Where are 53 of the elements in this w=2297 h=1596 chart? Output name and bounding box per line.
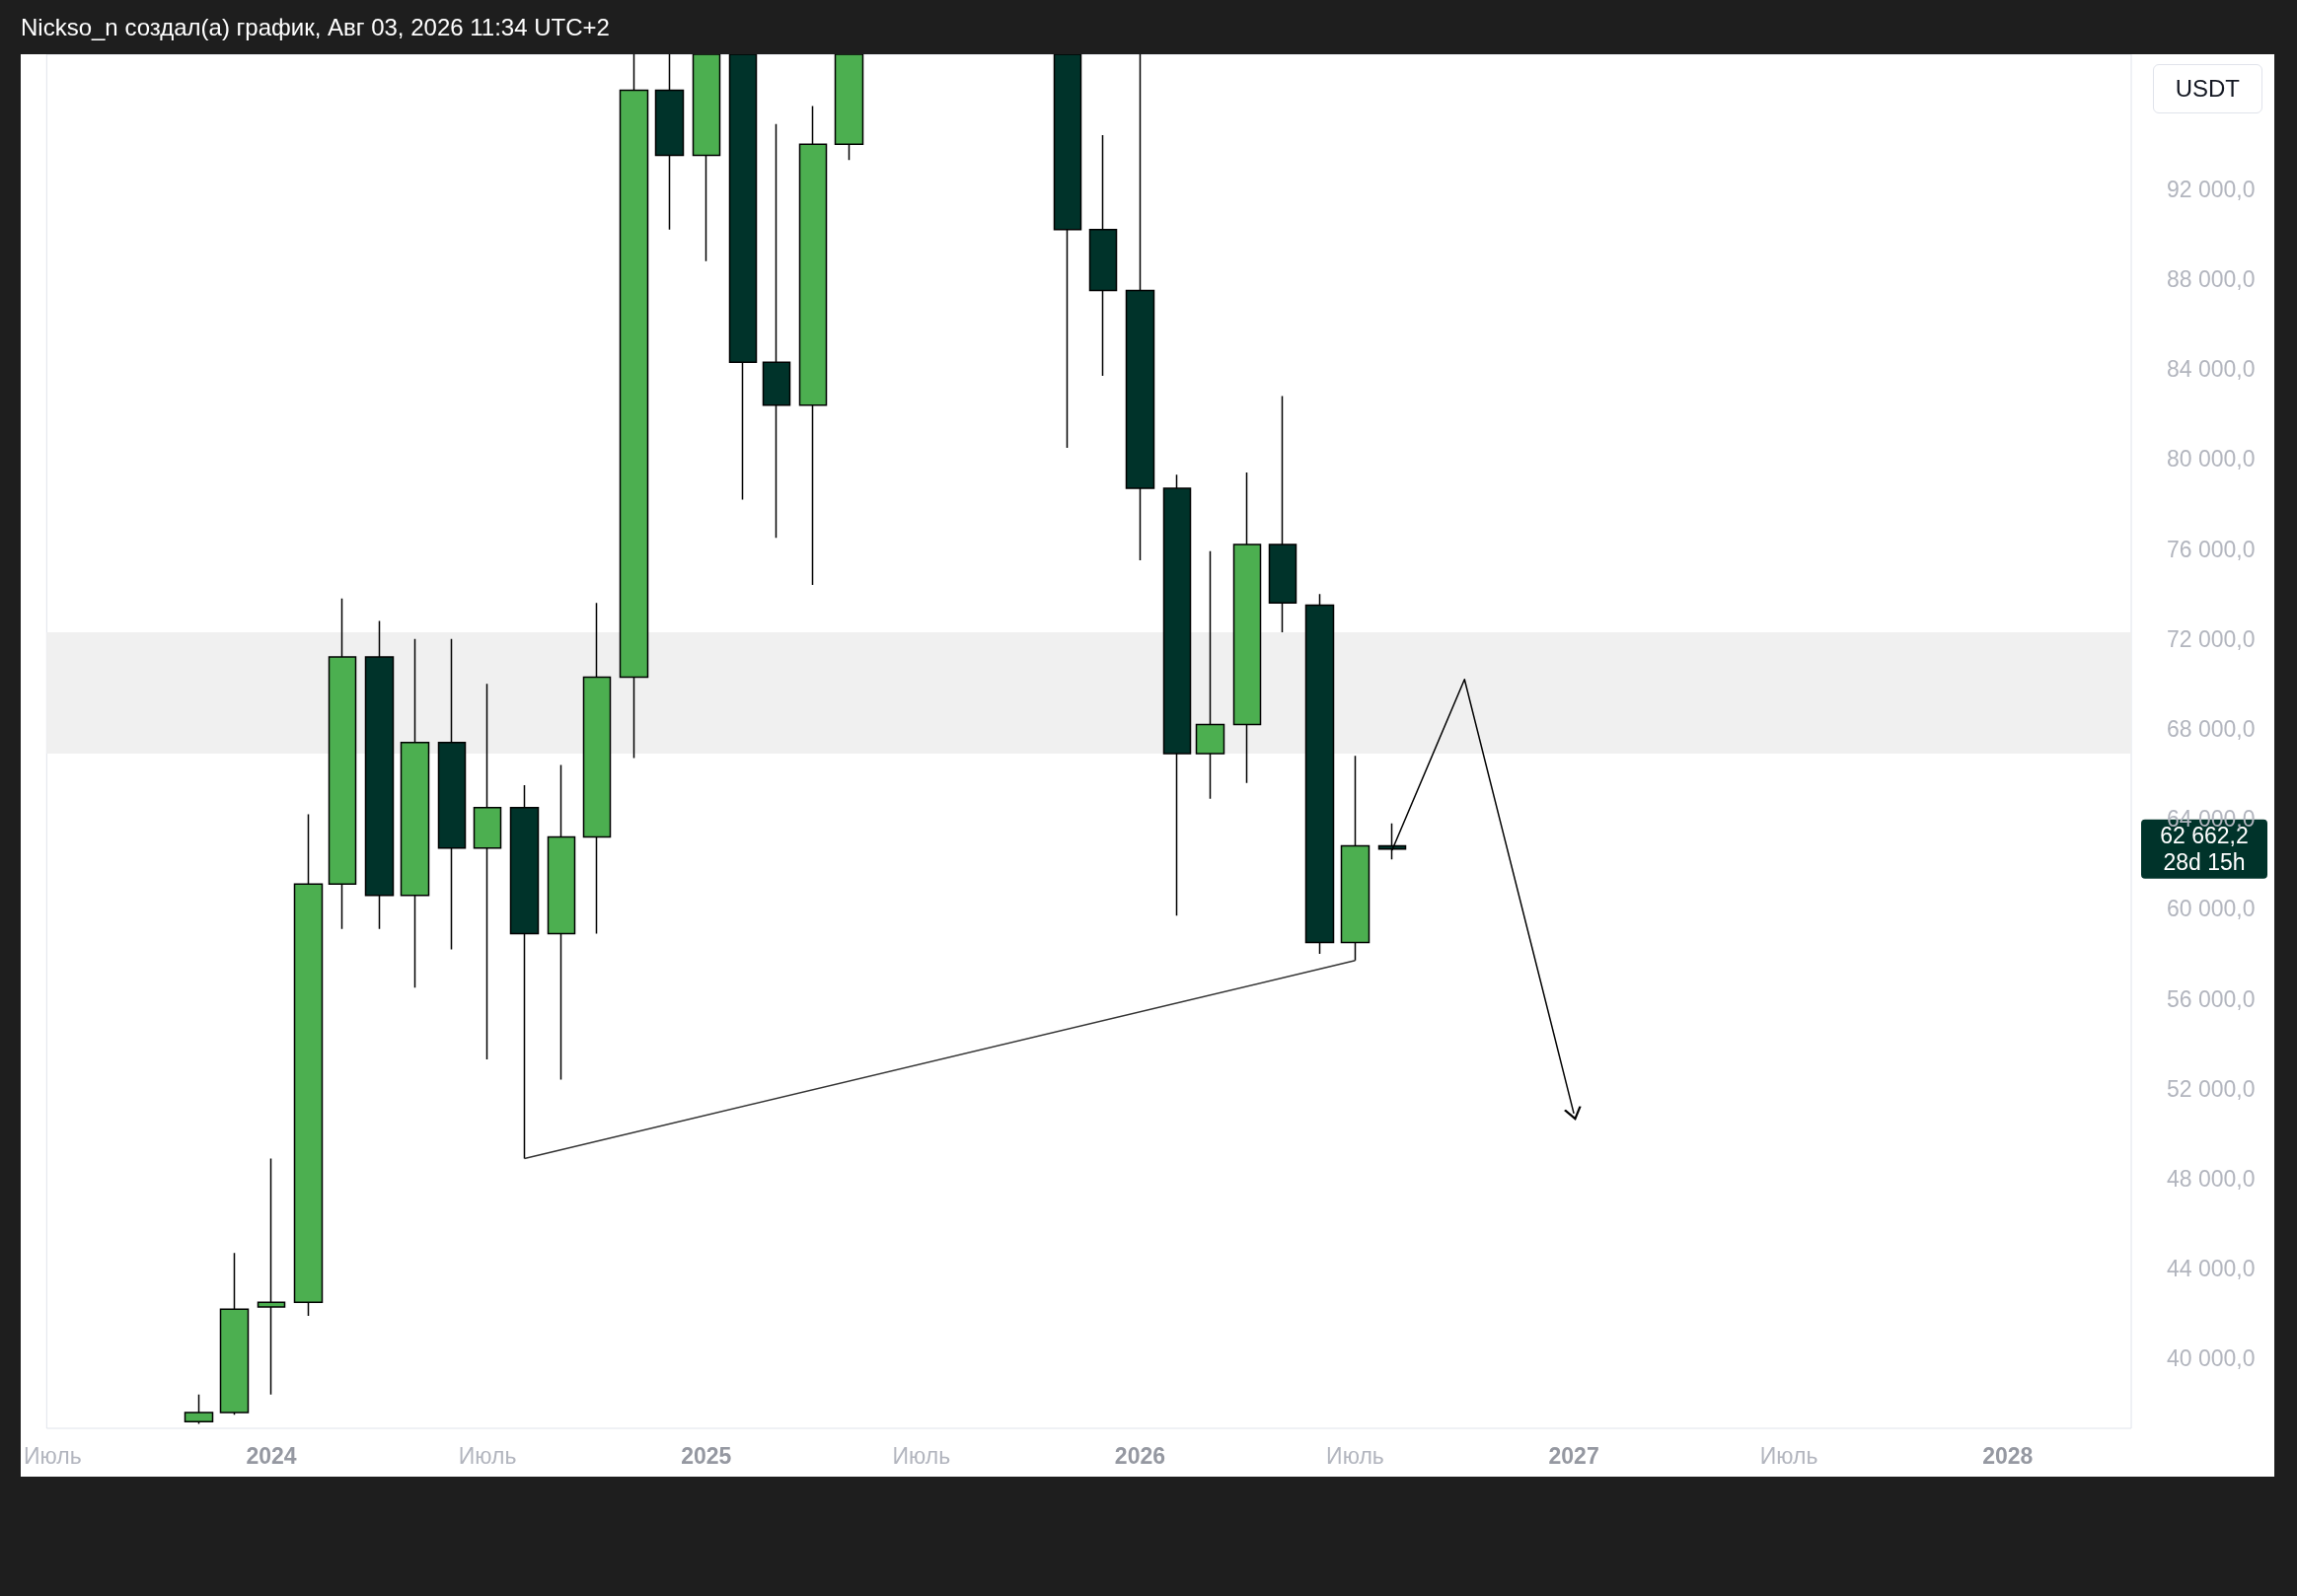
candlestick (654, 54, 685, 231)
candlestick (1232, 472, 1262, 784)
candlestick (692, 54, 721, 262)
candlestick (473, 683, 502, 1060)
candlestick (437, 638, 467, 951)
y-tick-label: 56 000,0 (2167, 985, 2256, 1012)
y-tick-label: 84 000,0 (2167, 356, 2256, 383)
x-tick-label: 2024 (246, 1442, 297, 1469)
y-tick-label: 68 000,0 (2167, 715, 2256, 742)
candlestick (219, 1252, 250, 1416)
candlestick (1088, 134, 1118, 377)
y-tick-label: 88 000,0 (2167, 265, 2256, 292)
candlestick (328, 597, 357, 930)
y-tick-label: 48 000,0 (2167, 1165, 2256, 1192)
x-tick-label: Июль (892, 1442, 951, 1469)
x-tick-label: 2027 (1548, 1442, 1599, 1469)
candlestick (293, 813, 324, 1317)
x-tick-label: Июль (1326, 1442, 1384, 1469)
candlestick (364, 619, 395, 930)
candlestick (798, 105, 828, 586)
y-tick-label: 72 000,0 (2167, 625, 2256, 652)
y-tick-label: 92 000,0 (2167, 176, 2256, 202)
y-tick-label: 40 000,0 (2167, 1345, 2256, 1372)
candlestick (400, 638, 430, 988)
candlestick (1304, 593, 1335, 955)
y-tick-label: 44 000,0 (2167, 1256, 2256, 1282)
candlestick (1125, 54, 1155, 561)
candlestick (1340, 755, 1371, 962)
candlestick (762, 122, 791, 539)
x-tick-label: 2026 (1114, 1442, 1166, 1469)
x-tick-label: 2028 (1982, 1442, 2034, 1469)
chart-title: Nickso_n создал(а) график, Авг 03, 2026 11:34 UTC+2 (21, 14, 610, 41)
y-tick-label: 80 000,0 (2167, 446, 2256, 472)
x-tick-label: Июль (24, 1442, 82, 1469)
candlestick (582, 602, 612, 935)
y-tick-label: 52 000,0 (2167, 1075, 2256, 1102)
candlestick (728, 54, 758, 501)
candlestick (547, 763, 576, 1081)
candlestick (1162, 473, 1192, 916)
y-axis-title: USDT (2152, 64, 2262, 113)
candlestick (1195, 550, 1225, 800)
x-tick-label: Июль (1759, 1442, 1818, 1469)
x-tick-label: 2025 (681, 1442, 732, 1469)
candlestick (1268, 395, 1297, 633)
candlestick (834, 54, 864, 161)
candlestick (1053, 54, 1082, 449)
candlestick (184, 1394, 214, 1425)
y-tick-label: 76 000,0 (2167, 536, 2256, 562)
candlestick (619, 54, 649, 760)
candlestick (257, 1157, 286, 1396)
y-tick-label: 60 000,0 (2167, 896, 2256, 922)
x-tick-label: Июль (458, 1442, 517, 1469)
candlestick (509, 784, 540, 1160)
